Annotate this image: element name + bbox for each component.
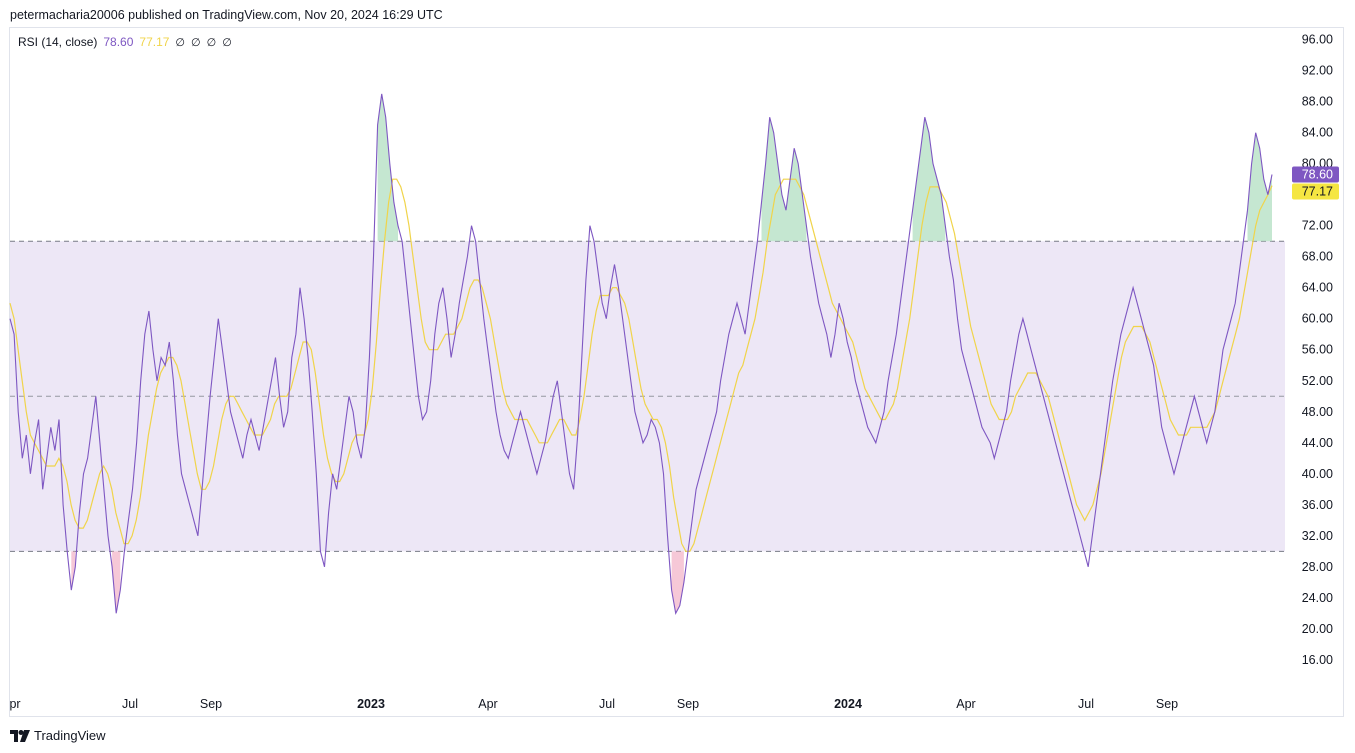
x-tick-label: Jul: [599, 697, 615, 711]
rsi-series-line: [9, 93, 1273, 615]
price-tags: 78.60 77.17: [1292, 166, 1339, 200]
indicator-legend[interactable]: RSI (14, close) 78.60 77.17 ∅ ∅ ∅ ∅: [18, 35, 232, 49]
na-value-3: ∅: [206, 36, 217, 49]
oversold-fill: [112, 551, 121, 614]
y-tick-label: 16.00: [1302, 653, 1333, 667]
overbought-fill: [1247, 132, 1272, 242]
x-axis: pr Jul Sep 2023 Apr Jul Sep 2024 Apr Jul Sep: [9, 697, 1178, 711]
y-tick-label: 64.00: [1302, 281, 1333, 295]
na-value-4: ∅: [222, 36, 232, 49]
y-tick-label: 92.00: [1302, 64, 1333, 78]
price-tag-label: 78.60: [1302, 168, 1333, 182]
chart-frame[interactable]: [9, 27, 1344, 717]
published-info: petermacharia20006 published on TradingV…: [10, 8, 443, 22]
y-tick-label: 40.00: [1302, 467, 1333, 481]
price-tag-label: 77.17: [1302, 185, 1333, 199]
y-tick-label: 36.00: [1302, 498, 1333, 512]
x-tick-label: Jul: [1078, 697, 1094, 711]
series-layer: [9, 93, 1273, 615]
y-tick-label: 96.00: [1302, 33, 1333, 47]
na-value-1: ∅: [175, 36, 186, 49]
rsi-value: 78.60: [103, 35, 134, 49]
x-tick-label: Sep: [200, 697, 222, 711]
price-tag-bg: [1292, 183, 1339, 200]
ma-value: 77.17: [139, 35, 170, 49]
x-tick-label: Apr: [956, 697, 975, 711]
x-tick-label: Sep: [677, 697, 699, 711]
price-tag-bg: [1292, 166, 1339, 183]
x-tick-label: pr: [9, 697, 20, 711]
indicator-name: RSI (14, close): [18, 35, 98, 49]
y-tick-label: 60.00: [1302, 312, 1333, 326]
footer[interactable]: TradingView: [10, 728, 106, 743]
x-tick-label: Apr: [478, 697, 497, 711]
tradingview-logo-icon: [10, 729, 30, 742]
y-tick-label: 84.00: [1302, 126, 1333, 140]
y-tick-label: 24.00: [1302, 591, 1333, 605]
oversold-fill: [671, 551, 684, 614]
y-tick-label: 68.00: [1302, 250, 1333, 264]
ma-series-line: [9, 178, 1273, 552]
rsi-band-layer: [10, 240, 1285, 552]
brand-name: TradingView: [34, 728, 106, 743]
y-tick-label: 20.00: [1302, 622, 1333, 636]
x-tick-label: 2024: [834, 697, 862, 711]
y-tick-label: 48.00: [1302, 405, 1333, 419]
y-tick-label: 44.00: [1302, 436, 1333, 450]
y-tick-label: 32.00: [1302, 529, 1333, 543]
na-value-2: ∅: [191, 36, 201, 49]
overbought-fill: [912, 117, 946, 242]
x-tick-label: Jul: [122, 697, 138, 711]
y-tick-label: 72.00: [1302, 219, 1333, 233]
x-tick-label: Sep: [1156, 697, 1178, 711]
x-tick-label: 2023: [357, 697, 385, 711]
y-tick-label: 56.00: [1302, 343, 1333, 357]
y-axis: 96.0092.0088.0084.0080.0076.0072.0068.00…: [1302, 33, 1333, 667]
y-tick-label: 52.00: [1302, 374, 1333, 388]
overbought-fill: [377, 93, 398, 242]
y-tick-label: 28.00: [1302, 560, 1333, 574]
y-tick-label: 88.00: [1302, 95, 1333, 109]
oversold-fill: [71, 551, 76, 591]
